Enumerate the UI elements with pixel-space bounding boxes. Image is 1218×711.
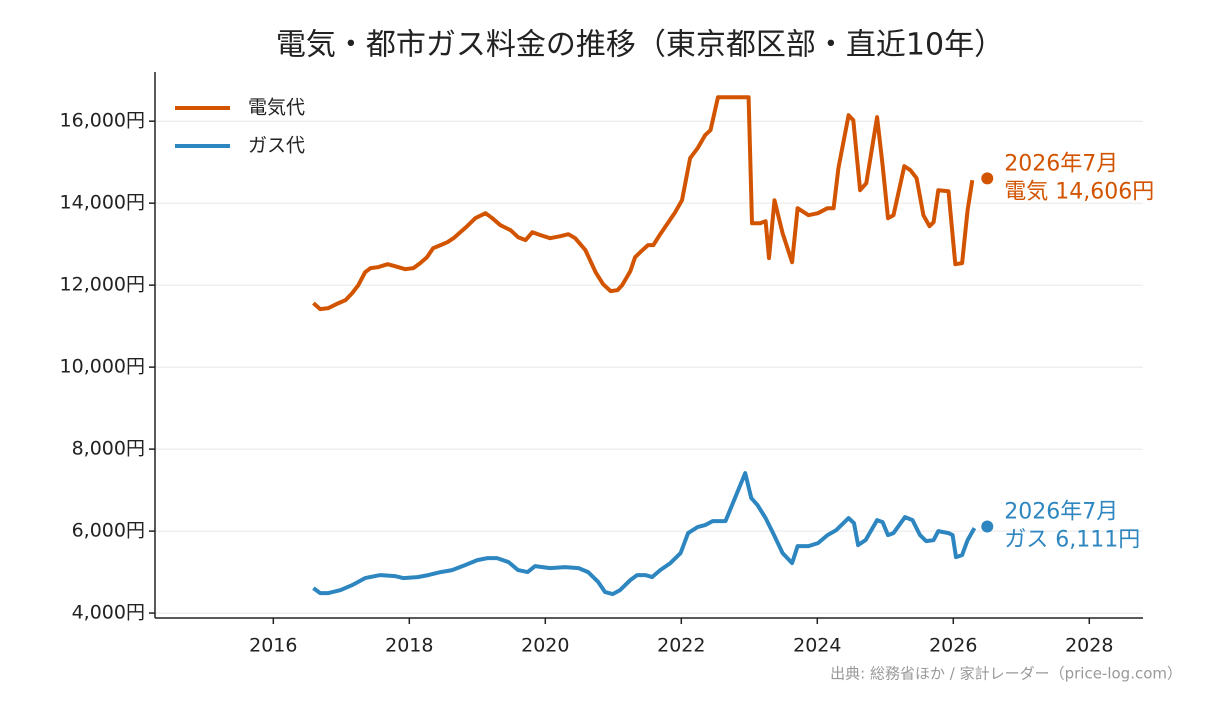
series-line	[312, 95, 975, 312]
end-point	[981, 172, 994, 185]
y-tick-label: 12,000円	[60, 274, 145, 296]
x-tick-label: 2018	[385, 635, 433, 657]
end-value-label: ガス 6,111円	[1004, 528, 1140, 553]
end-date-label: 2026年7月	[1004, 151, 1118, 176]
legend-label: ガス代	[248, 135, 305, 157]
source-note: 出典: 総務省ほか / 家計レーダー（price-log.com）	[830, 665, 1182, 683]
series-line	[312, 471, 977, 597]
x-tick-label: 2020	[521, 635, 569, 657]
y-tick-label: 14,000円	[60, 192, 145, 214]
y-tick-label: 8,000円	[72, 438, 145, 460]
y-tick-label: 16,000円	[60, 110, 145, 132]
x-tick-label: 2026	[929, 635, 977, 657]
x-tick-label: 2016	[249, 635, 297, 657]
y-tick-label: 6,000円	[72, 520, 145, 542]
x-tick-label: 2022	[657, 635, 705, 657]
x-tick-label: 2024	[793, 635, 841, 657]
end-date-label: 2026年7月	[1004, 500, 1118, 525]
y-tick-label: 10,000円	[60, 356, 145, 378]
chart-title: 電気・都市ガス料金の推移（東京都区部・直近10年）	[276, 28, 1004, 63]
end-value-label: 電気 14,606円	[1004, 179, 1154, 204]
x-tick-label: 2028	[1065, 635, 1113, 657]
end-point	[981, 520, 994, 533]
y-tick-label: 4,000円	[72, 602, 145, 624]
legend-label: 電気代	[248, 97, 305, 119]
